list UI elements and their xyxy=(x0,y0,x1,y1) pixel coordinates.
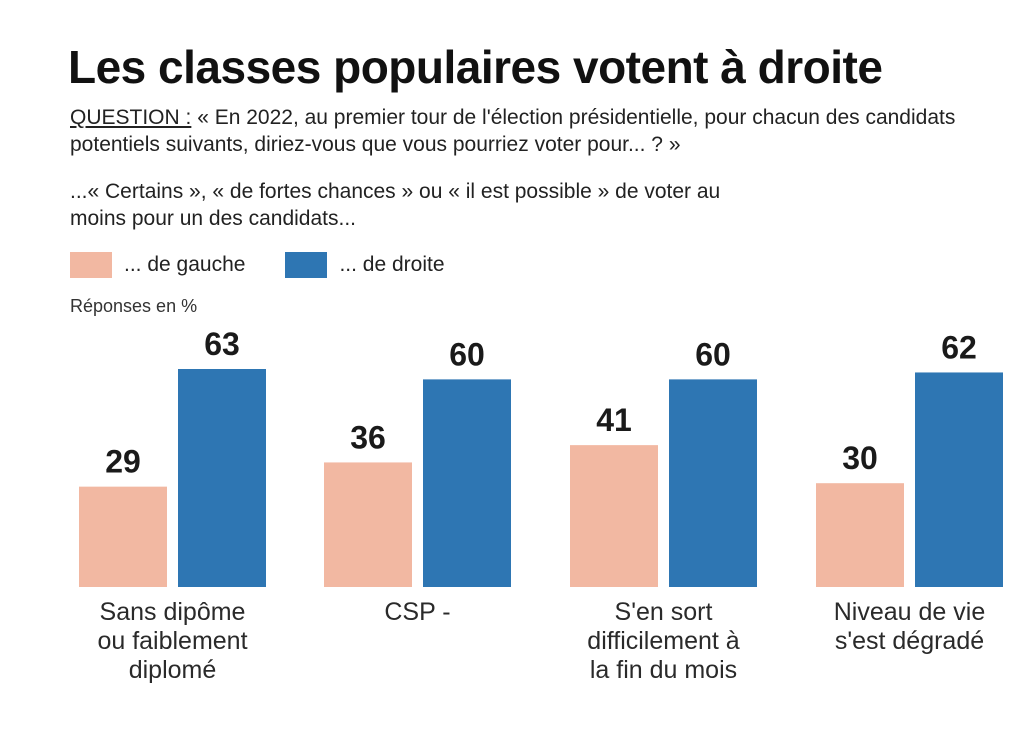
category-label-1: Sans dipôme ou faiblement diplomé xyxy=(97,598,247,684)
category-label-4: Niveau de vie s'est dégradé xyxy=(834,598,985,655)
legend-label-droite: ... de droite xyxy=(339,253,445,276)
bar-droite-4 xyxy=(915,372,1003,587)
question-text: QUESTION : « En 2022, au premier tour de… xyxy=(70,104,970,158)
bar-droite-1 xyxy=(178,369,266,587)
legend-swatch-droite xyxy=(285,252,328,278)
bar-gauche-4 xyxy=(816,483,904,587)
value-label-droite-1: 63 xyxy=(204,326,240,362)
value-label-droite-3: 60 xyxy=(695,336,731,372)
value-label-droite-4: 62 xyxy=(941,329,977,365)
legend-item-gauche: ... de gauche xyxy=(70,252,245,278)
legend-swatch-gauche xyxy=(70,252,112,278)
value-label-droite-2: 60 xyxy=(449,336,485,372)
category-label-2: CSP - xyxy=(384,598,450,626)
value-label-gauche-4: 30 xyxy=(842,440,878,476)
value-label-gauche-2: 36 xyxy=(350,419,386,455)
legend: ... de gauche ... de droite xyxy=(70,252,485,278)
bar-gauche-1 xyxy=(79,486,167,587)
bar-gauche-3 xyxy=(570,445,658,587)
value-label-gauche-1: 29 xyxy=(105,444,141,480)
bar-droite-2 xyxy=(423,379,511,587)
bar-gauche-2 xyxy=(324,462,412,587)
chart-title: Les classes populaires votent à droite xyxy=(68,41,883,93)
legend-item-droite: ... de droite xyxy=(285,252,445,278)
legend-label-gauche: ... de gauche xyxy=(124,253,246,276)
bar-droite-3 xyxy=(669,379,757,587)
question-label: QUESTION : xyxy=(70,106,192,129)
subtitle-text: ...« Certains », « de fortes chances » o… xyxy=(70,180,721,230)
question-body: « En 2022, au premier tour de l'élection… xyxy=(70,106,956,156)
value-label-gauche-3: 41 xyxy=(596,402,632,438)
category-label-3: S'en sort difficilement à la fin du mois xyxy=(587,598,739,684)
unit-label: Réponses en % xyxy=(70,296,198,316)
